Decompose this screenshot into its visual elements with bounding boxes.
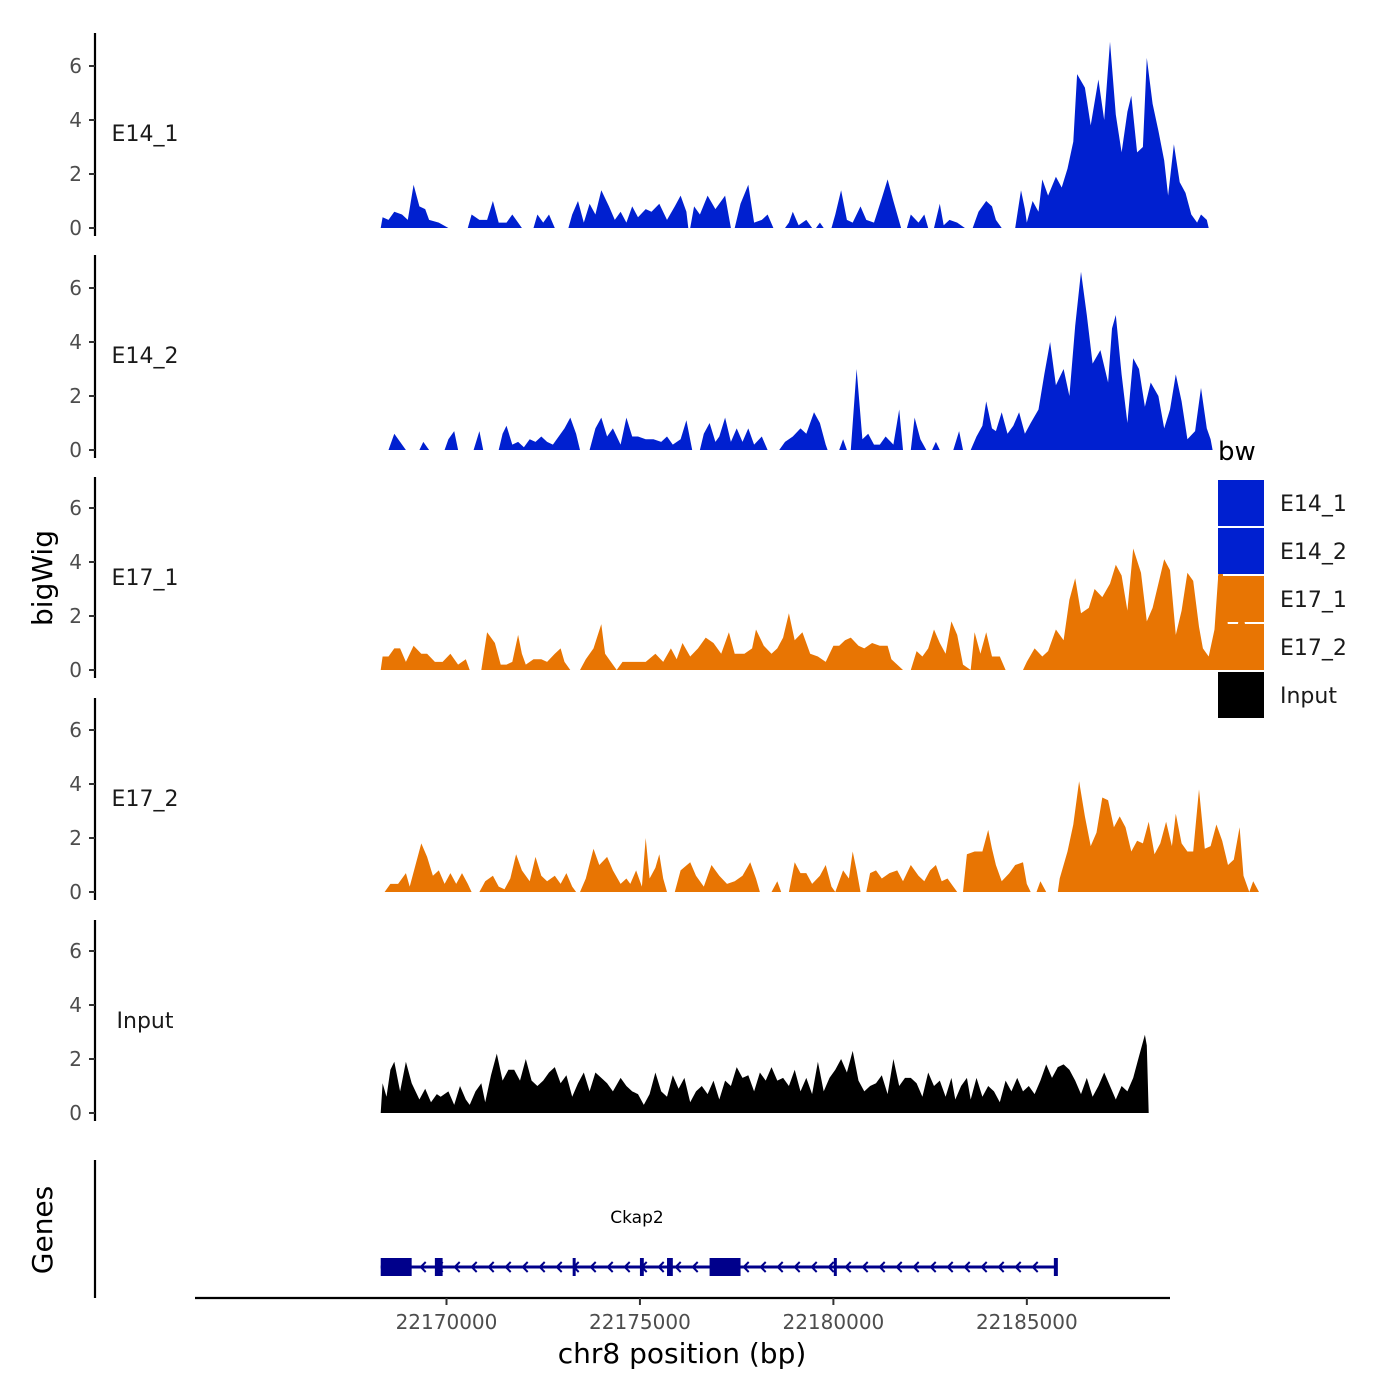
- strand-arrow: [997, 1261, 1005, 1273]
- track-e14-1: 0 2 4 6 E14_1: [69, 33, 1209, 240]
- track-label: Input: [117, 1009, 174, 1034]
- y-tick-label: 0: [69, 438, 82, 462]
- y-tick-label: 0: [69, 216, 82, 240]
- y-tick-label: 2: [69, 384, 82, 408]
- track-e14-2: 0 2 4 6 E14_2: [69, 255, 1213, 462]
- strand-arrow: [487, 1261, 495, 1273]
- strand-arrow: [878, 1261, 886, 1273]
- strand-arrow: [589, 1261, 597, 1273]
- legend-label: Input: [1280, 684, 1337, 709]
- track-input: 0 2 4 6 Input: [69, 920, 1149, 1125]
- y-tick-label: 6: [69, 939, 82, 963]
- x-tick-label: 22185000: [976, 1310, 1078, 1334]
- y-tick-label: 0: [69, 658, 82, 682]
- y-tick-label: 6: [69, 718, 82, 742]
- bigwig-tracks: 0 2 4 6 E14_1 0 2 4 6 E14_2 0 2 4 6 E17_1 0 2 4 6 E17_2 0 2 4 6…: [69, 33, 1260, 1125]
- strand-arrow: [793, 1261, 801, 1273]
- legend-label: E17_1: [1280, 588, 1347, 613]
- signal-area-input: [380, 1034, 1149, 1113]
- strand-arrow: [742, 1261, 750, 1273]
- y-tick-label: 6: [69, 54, 82, 78]
- y-tick-label: 2: [69, 826, 82, 850]
- strand-arrow: [555, 1261, 563, 1273]
- strand-arrow: [759, 1261, 767, 1273]
- signal-area-e17-1: [380, 545, 1256, 670]
- y-tick-label: 0: [69, 1101, 82, 1125]
- strand-arrow: [657, 1261, 665, 1273]
- strand-arrow: [895, 1261, 903, 1273]
- legend-swatch: [1218, 528, 1264, 574]
- strand-arrow: [623, 1261, 631, 1273]
- strand-arrow: [674, 1261, 682, 1273]
- legend-label: E17_2: [1280, 636, 1347, 661]
- strand-arrow: [912, 1261, 920, 1273]
- strand-arrow: [980, 1261, 988, 1273]
- track-label: E17_1: [112, 566, 179, 591]
- strand-arrow: [827, 1261, 835, 1273]
- legend: E14_1 E14_2 E17_1 E17_2 Input: [1218, 480, 1347, 718]
- y-tick-label: 4: [69, 550, 82, 574]
- genes-track-title: Genes: [26, 1186, 59, 1274]
- track-label: E14_2: [112, 344, 179, 369]
- y-tick-label: 4: [69, 772, 82, 796]
- legend-swatch: [1218, 576, 1264, 622]
- y-tick-label: 4: [69, 993, 82, 1017]
- strand-arrow: [606, 1261, 614, 1273]
- track-e17-2: 0 2 4 6 E17_2: [69, 698, 1260, 904]
- signal-area-e17-2: [384, 781, 1260, 892]
- y-tick-label: 4: [69, 108, 82, 132]
- legend-swatch: [1218, 624, 1264, 670]
- x-axis-title: chr8 position (bp): [558, 1337, 807, 1370]
- strand-arrow: [470, 1261, 478, 1273]
- strand-arrow: [521, 1261, 529, 1273]
- x-axis: 22170000 22175000 22180000 22185000: [195, 1296, 1170, 1334]
- strand-arrow: [691, 1261, 699, 1273]
- strand-arrow: [929, 1261, 937, 1273]
- y-tick-label: 2: [69, 1047, 82, 1071]
- strand-arrow: [538, 1261, 546, 1273]
- gene-exon: [709, 1258, 741, 1276]
- y-tick-label: 6: [69, 276, 82, 300]
- strand-arrow: [453, 1261, 461, 1273]
- gene-exon: [667, 1258, 673, 1276]
- x-tick-label: 22170000: [396, 1310, 498, 1334]
- track-label: E14_1: [112, 122, 179, 147]
- signal-area-e14-1: [380, 41, 1209, 229]
- strand-arrow: [844, 1261, 852, 1273]
- legend-swatch: [1218, 672, 1264, 718]
- track-e17-1: 0 2 4 6 E17_1: [69, 477, 1256, 682]
- strand-arrow: [963, 1261, 971, 1273]
- y-tick-label: 2: [69, 162, 82, 186]
- x-tick-label: 22175000: [589, 1310, 691, 1334]
- gene-track: Ckap2: [93, 1160, 1058, 1298]
- strand-arrow: [504, 1261, 512, 1273]
- strand-arrow: [1031, 1261, 1039, 1273]
- y-tick-label: 6: [69, 496, 82, 520]
- strand-arrow: [861, 1261, 869, 1273]
- y-axis-title: bigWig: [26, 530, 59, 626]
- strand-arrow: [776, 1261, 784, 1273]
- gene-name-label: Ckap2: [610, 1208, 663, 1228]
- strand-arrow: [810, 1261, 818, 1273]
- legend-swatch: [1218, 480, 1264, 526]
- strand-arrow: [419, 1261, 427, 1273]
- gene-exon: [380, 1258, 412, 1276]
- strand-arrow: [946, 1261, 954, 1273]
- legend-title: bw: [1218, 437, 1256, 467]
- y-tick-label: 0: [69, 880, 82, 904]
- legend-label: E14_1: [1280, 492, 1347, 517]
- gene-exon: [639, 1258, 644, 1276]
- legend-label: E14_2: [1280, 540, 1347, 565]
- strand-arrow: [1014, 1261, 1022, 1273]
- y-tick-label: 4: [69, 330, 82, 354]
- track-label: E17_2: [112, 787, 179, 812]
- gene-exon: [434, 1258, 443, 1276]
- x-tick-label: 22180000: [782, 1310, 884, 1334]
- y-tick-label: 2: [69, 604, 82, 628]
- signal-area-e14-2: [388, 271, 1213, 450]
